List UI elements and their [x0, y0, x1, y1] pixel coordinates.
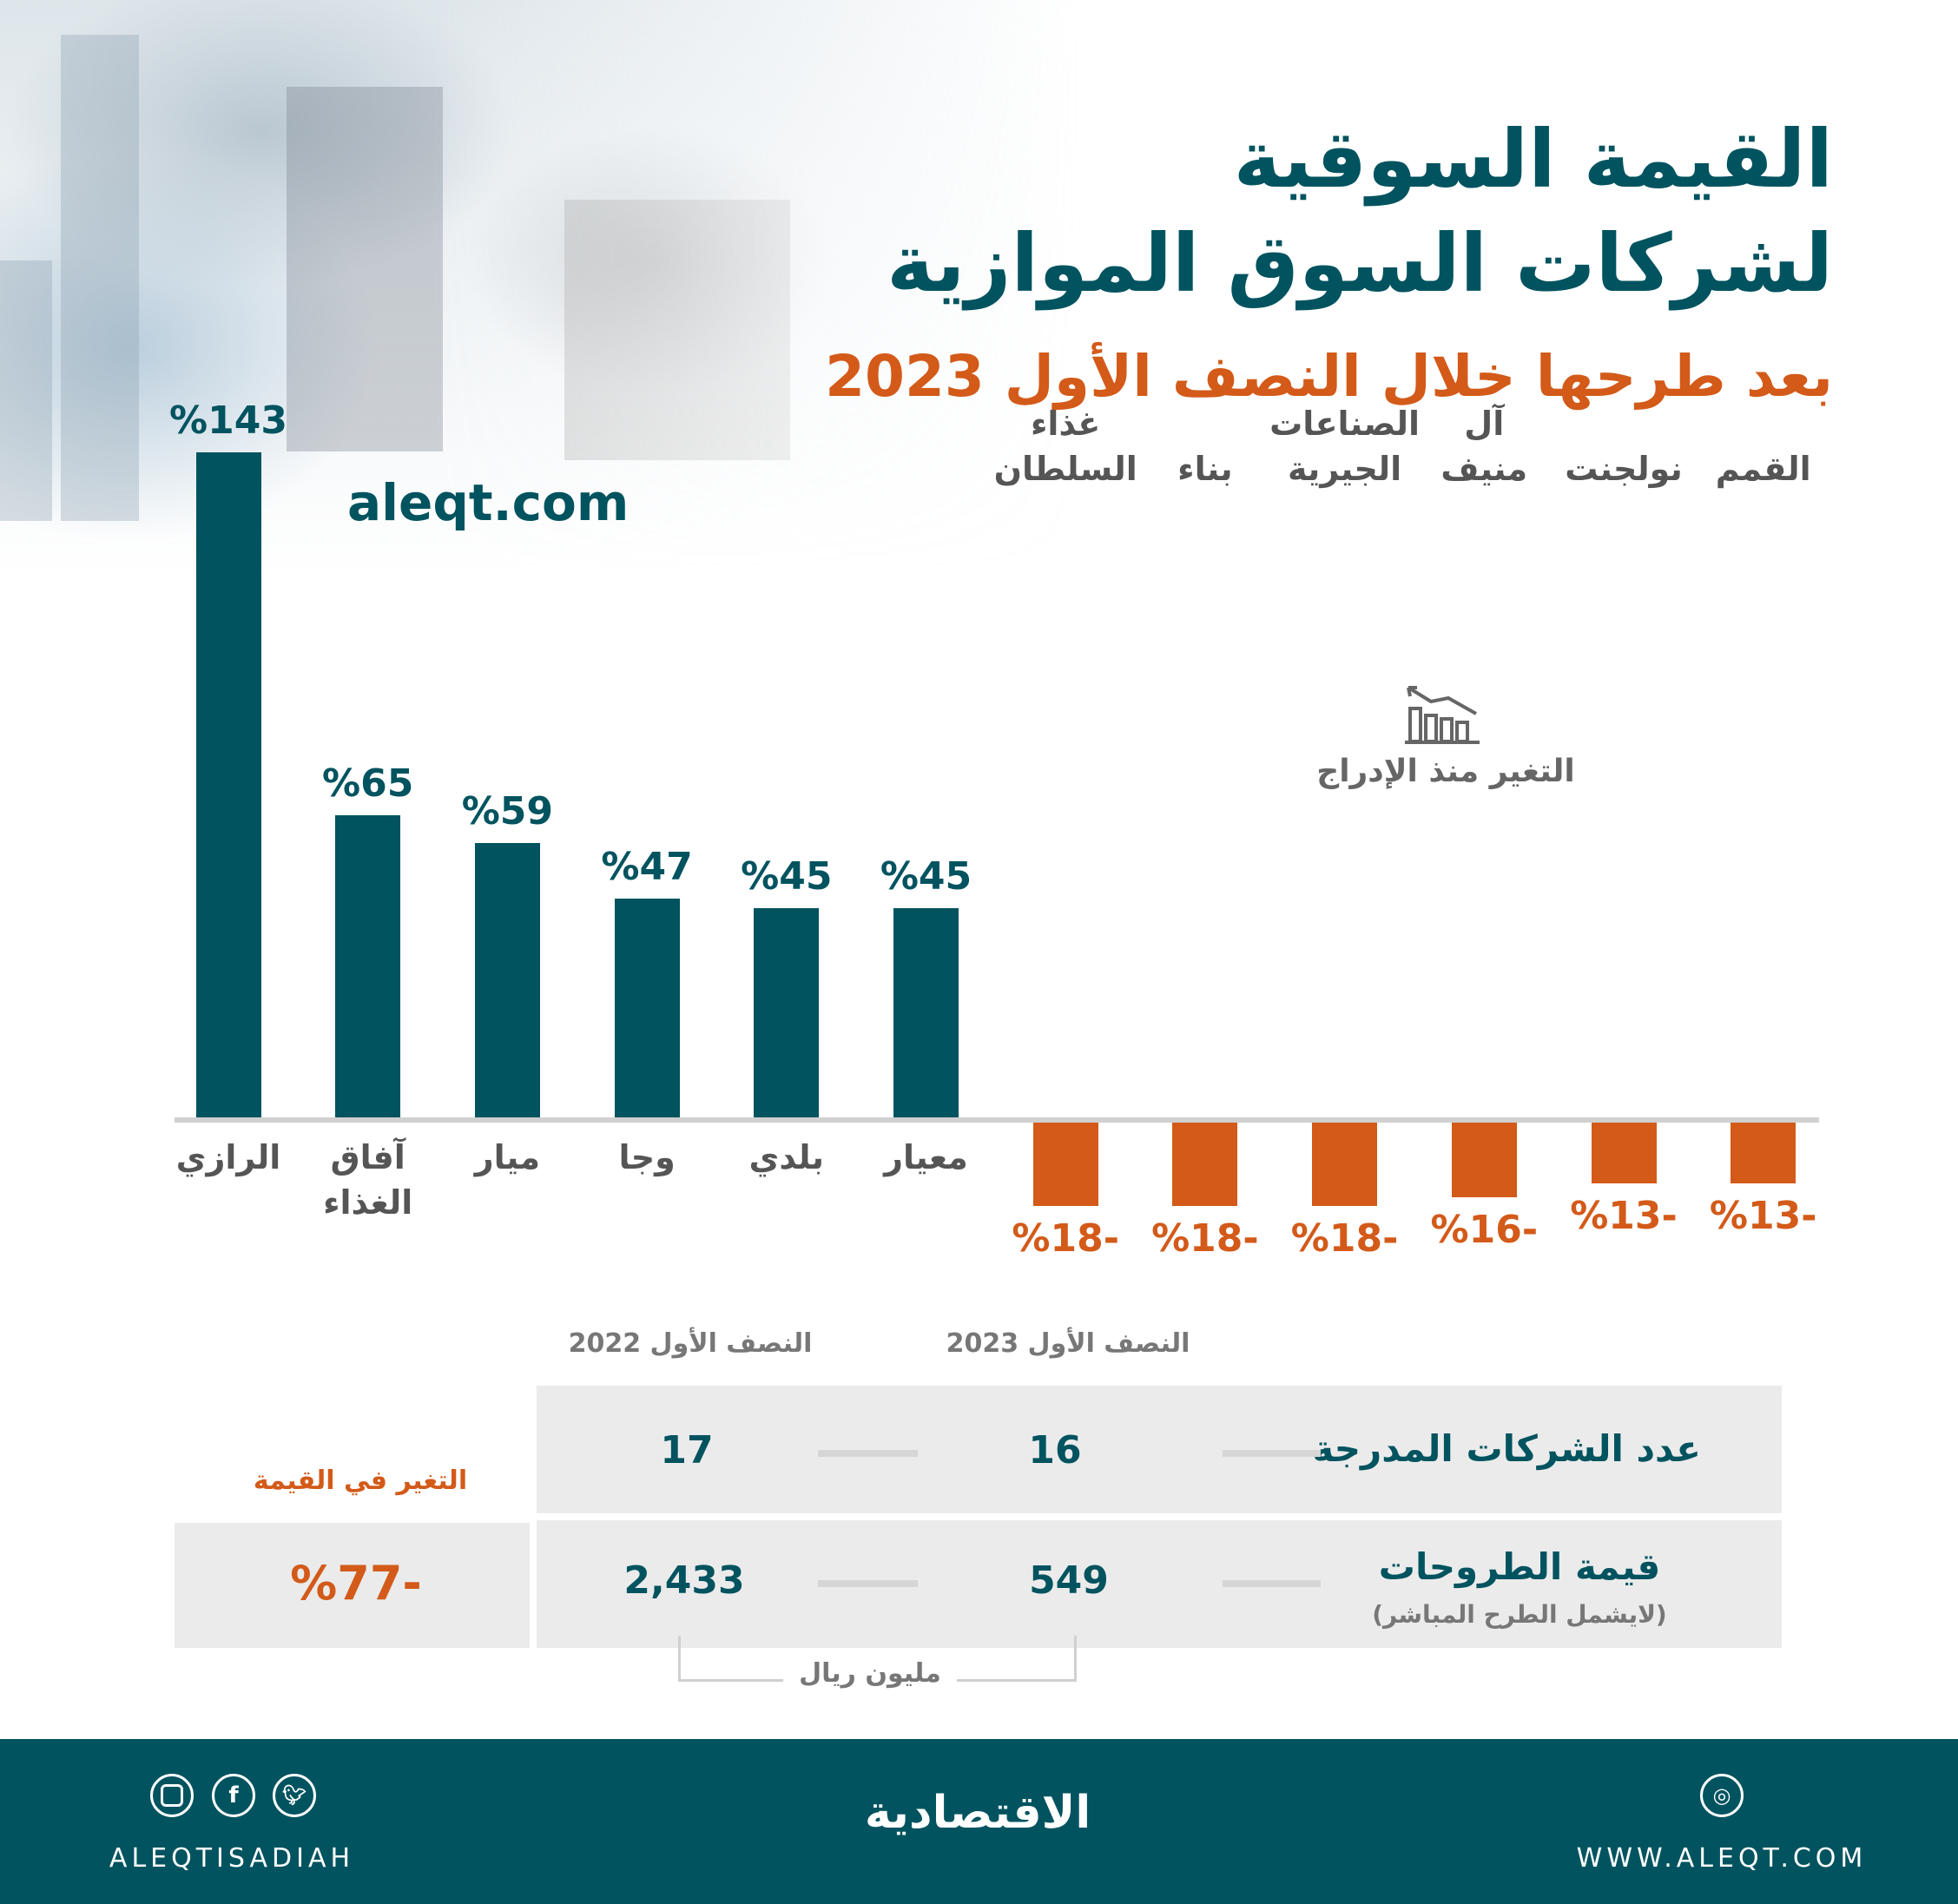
- bar: [335, 814, 401, 1117]
- value-2022-count: 17: [660, 1428, 714, 1472]
- table-row: [537, 1520, 1782, 1648]
- change-value: %77-: [290, 1556, 422, 1611]
- category-label: آل منيف: [1440, 405, 1528, 488]
- value-label: %143: [169, 398, 287, 443]
- footer-handle[interactable]: ALEQTISADIAH: [109, 1843, 355, 1874]
- value-label: %45: [880, 853, 972, 899]
- category-label: غذاء السلطان: [993, 405, 1137, 488]
- value-2023-offerings: 549: [1029, 1558, 1109, 1603]
- logo: الاقتصادية: [864, 1787, 1091, 1839]
- row-label-listed-count: عدد الشركات المدرجة: [1312, 1427, 1701, 1470]
- value-label: %18-: [1290, 1216, 1399, 1262]
- baseline-axis: [175, 1117, 1819, 1123]
- category-label: بناء: [1177, 450, 1233, 488]
- category-label: الرازي: [175, 1138, 281, 1176]
- footer-url[interactable]: WWW.ALEQT.COM: [1576, 1843, 1868, 1874]
- facebook-icon[interactable]: f: [212, 1774, 255, 1817]
- footer: f 🐦︎ ALEQTISADIAH الاقتصادية ◎ WWW.ALEQT…: [0, 1739, 1958, 1904]
- category-label: القمم: [1715, 450, 1811, 488]
- value-label: %16-: [1430, 1207, 1539, 1252]
- category-label: ميار: [474, 1138, 540, 1176]
- value-label: %13-: [1570, 1193, 1678, 1238]
- table-row: [537, 1386, 1782, 1513]
- change-box: [175, 1523, 530, 1648]
- instagram-icon[interactable]: [150, 1774, 194, 1817]
- site-watermark: aleqt.com: [347, 473, 630, 532]
- value-2022-offerings: 2,433: [623, 1558, 745, 1603]
- divider-dash: [818, 1580, 918, 1587]
- category-label: الصناعات الجيرية: [1269, 405, 1421, 488]
- twitter-icon[interactable]: 🐦︎: [273, 1774, 316, 1817]
- category-label: وجا: [618, 1138, 676, 1176]
- value-2023-count: 16: [1028, 1428, 1082, 1472]
- divider-dash: [818, 1450, 918, 1457]
- bar: [1312, 1123, 1378, 1207]
- row-label-offering-value: قيمة الطروحات: [1378, 1545, 1661, 1588]
- change-label: التغير في القيمة: [253, 1466, 468, 1496]
- value-label: %13-: [1709, 1193, 1817, 1238]
- bar: [474, 842, 540, 1117]
- bar: [1731, 1123, 1796, 1183]
- title-line-2: لشركات السوق الموازية: [887, 217, 1833, 310]
- bar: [893, 907, 959, 1117]
- divider-dash: [1223, 1580, 1321, 1587]
- value-label: %45: [741, 853, 833, 899]
- bar-chart: %143 الرازي %65 آفاق الغذاء %59 ميار %47 وجا %45…: [169, 398, 1819, 1262]
- bar: [614, 899, 680, 1117]
- category-label: بلدي: [748, 1138, 825, 1176]
- bar: [195, 451, 261, 1117]
- bar: [1032, 1123, 1098, 1207]
- row-note: (لايشمل الطرح المباشر): [1372, 1600, 1667, 1629]
- category-label: نولجنت: [1565, 450, 1683, 488]
- value-label: %18-: [1151, 1216, 1259, 1262]
- bar: [1591, 1123, 1657, 1183]
- legend-label: التغير منذ الإدراج: [1316, 754, 1575, 789]
- value-label: %47: [601, 845, 693, 890]
- column-header-2022: النصف الأول 2022: [568, 1328, 813, 1359]
- background-photo: [0, 0, 1085, 608]
- chart-decline-icon: [1405, 684, 1480, 745]
- category-label: معيار: [884, 1138, 968, 1176]
- value-label: %65: [322, 761, 414, 806]
- column-header-2023: النصف الأول 2023: [946, 1328, 1190, 1359]
- globe-icon[interactable]: ◎: [1700, 1774, 1744, 1817]
- value-label: %59: [461, 788, 554, 833]
- bar: [1172, 1123, 1238, 1207]
- value-label: %18-: [1012, 1216, 1119, 1262]
- divider-dash: [1223, 1450, 1321, 1457]
- bar: [754, 907, 820, 1117]
- bar: [1451, 1123, 1517, 1197]
- title-line-1: القيمة السوقية: [1233, 113, 1833, 206]
- subtitle: بعد طرحها خلال النصف الأول 2023: [825, 343, 1833, 410]
- category-label: آفاق الغذاء: [323, 1138, 413, 1222]
- unit-label: مليون ريال: [783, 1658, 957, 1689]
